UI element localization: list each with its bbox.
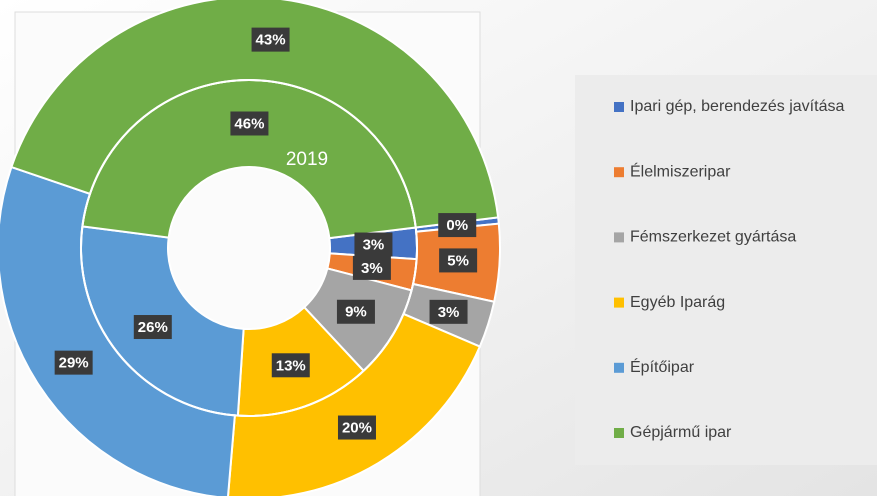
data-label: 46% [230, 111, 269, 136]
legend-label: Építőipar [630, 357, 695, 376]
label-box [251, 27, 290, 52]
legend-label: Fémszerkezet gyártása [630, 229, 796, 246]
label-text: 5% [447, 252, 469, 269]
label-box [133, 315, 172, 340]
ring-divider [80, 79, 418, 417]
label-text: 13% [276, 357, 306, 374]
legend-swatch [614, 232, 624, 243]
label-box [352, 255, 391, 280]
data-label: 3% [354, 232, 393, 257]
legend-swatch [614, 102, 624, 112]
data-label: 9% [336, 299, 375, 324]
data-label: 0% [438, 213, 477, 238]
legend-swatch [614, 297, 624, 308]
labels: 3% 3% 9% 13% 26% 46% 0% 5% 3% 20% 29% 43% [54, 27, 478, 440]
legend-swatch [614, 167, 624, 178]
label-text: 3% [363, 236, 385, 253]
legend-swatch [614, 362, 624, 373]
label-text: 0% [446, 217, 468, 234]
legend-box [575, 75, 877, 465]
label-text: 3% [438, 304, 460, 321]
label-box [438, 213, 477, 238]
label-text: 3% [361, 260, 383, 277]
label-box [439, 248, 478, 273]
label-box [54, 350, 93, 375]
label-box [337, 415, 376, 440]
legend: Ipari gép, berendezés javítása Élelmiszer… [614, 98, 844, 441]
label-text: 20% [342, 420, 372, 437]
data-label: 3% [352, 255, 391, 280]
data-label: 29% [54, 350, 93, 375]
label-text: 43% [256, 32, 286, 49]
legend-label: Élelmiszeripar [630, 161, 731, 180]
label-box [271, 353, 310, 378]
legend-label: Ipari gép, berendezés javítása [630, 98, 844, 115]
data-label: 3% [429, 299, 468, 324]
label-text: 9% [345, 304, 367, 321]
label-box [230, 111, 269, 136]
label-box [429, 299, 468, 324]
data-label: 26% [133, 315, 172, 340]
data-label: 20% [337, 415, 376, 440]
legend-label: Gépjármű ipar [630, 424, 732, 441]
label-box [336, 299, 375, 324]
data-label: 43% [251, 27, 290, 52]
data-label: 5% [439, 248, 478, 273]
label-text: 26% [138, 319, 168, 336]
annotation: 2019 [286, 149, 328, 170]
data-label: 13% [271, 353, 310, 378]
legend-label: Egyéb Iparág [630, 294, 725, 311]
label-box [354, 232, 393, 257]
label-text: 46% [234, 115, 264, 132]
label-text: 29% [59, 355, 89, 372]
legend-swatch [614, 428, 624, 438]
